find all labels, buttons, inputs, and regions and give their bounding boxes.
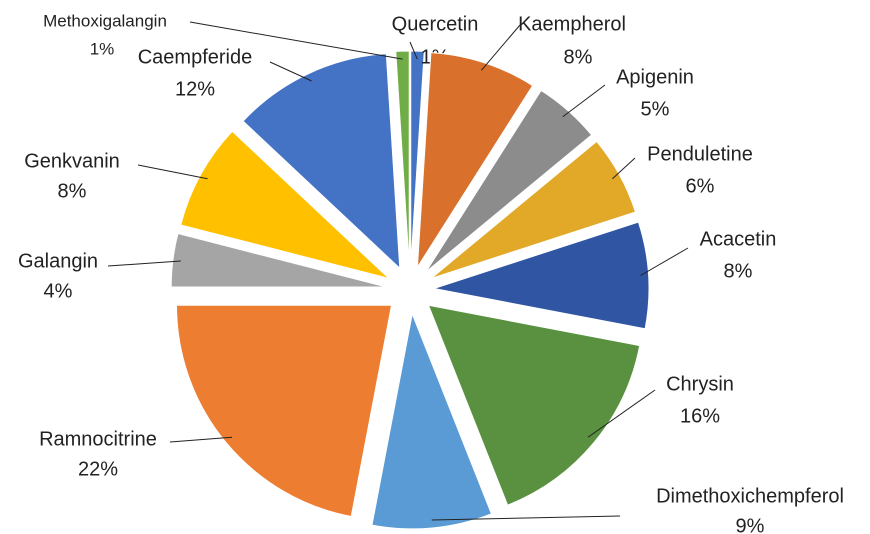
slice-label: Kaempherol	[518, 13, 626, 35]
leader-line	[612, 157, 636, 180]
leader-line	[169, 436, 233, 443]
slice-label: Penduletine	[647, 143, 753, 165]
slice-label: Caempferide	[138, 46, 253, 68]
leader-line	[269, 61, 312, 82]
pie-slice	[170, 232, 387, 288]
pie-slice	[180, 130, 390, 279]
slice-value-label: 22%	[78, 458, 118, 480]
slice-label: Dimethoxichempferol	[656, 485, 844, 507]
slice-value-label: 6%	[686, 175, 715, 197]
leader-line	[640, 247, 689, 276]
pie-slice	[427, 304, 641, 506]
slice-value-label: 5%	[641, 98, 670, 120]
slice-value-label: 12%	[175, 78, 215, 100]
pie-slice	[176, 304, 393, 518]
leader-line	[409, 41, 418, 60]
pie-slice	[371, 312, 493, 530]
leader-line	[137, 164, 208, 180]
slice-label: Ramnocitrine	[39, 428, 157, 450]
slice-value-label: 16%	[680, 405, 720, 427]
slice-label: Apigenin	[616, 66, 694, 88]
slice-label: Acacetin	[700, 228, 777, 250]
slice-label: Quercetin	[392, 13, 479, 35]
slice-value-label: 8%	[58, 180, 87, 202]
slice-value-label: 8%	[724, 260, 753, 282]
pie-slice	[410, 50, 425, 267]
slice-label: Galangin	[18, 250, 98, 272]
pie-slice	[416, 52, 534, 268]
leader-line	[481, 24, 521, 71]
leader-line	[107, 260, 181, 267]
pie-slice	[433, 221, 650, 330]
slice-label: Genkvanin	[24, 150, 120, 172]
slice-label: Methoxigalangin	[43, 11, 167, 30]
pie-slice	[242, 53, 401, 270]
pie-slice	[425, 89, 593, 273]
leader-line	[587, 389, 656, 438]
pie-slice	[395, 50, 410, 267]
leader-line	[562, 84, 606, 118]
pie-slice	[430, 140, 637, 279]
slice-value-label: 8%	[564, 46, 593, 68]
leader-line	[189, 21, 403, 60]
leader-line	[431, 515, 621, 521]
slice-value-label: 1%	[90, 39, 115, 58]
slice-value-label: 9%	[736, 515, 765, 534]
slice-value-label: 4%	[44, 280, 73, 302]
slice-label: Chrysin	[666, 373, 734, 395]
